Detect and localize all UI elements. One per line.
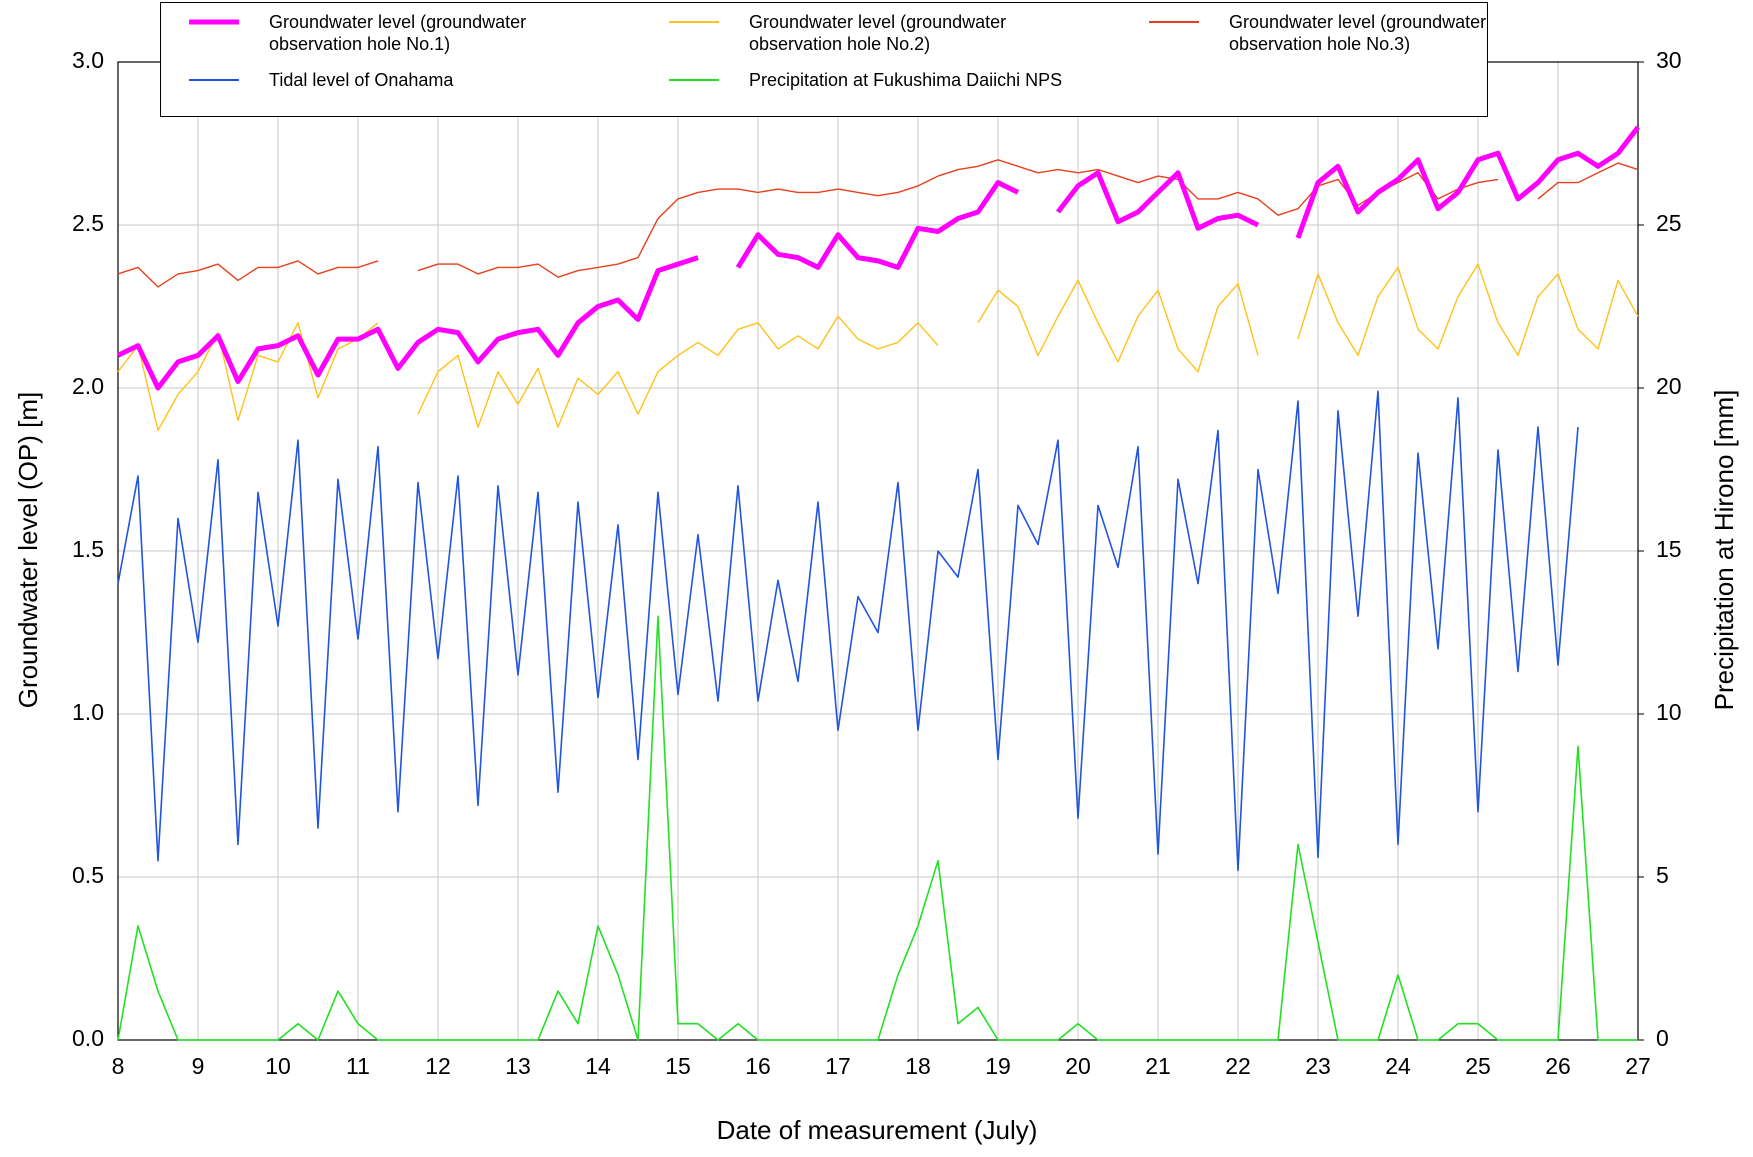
- legend-item: Groundwater level (groundwater observati…: [669, 11, 1149, 69]
- x-tick-label: 23: [1305, 1053, 1331, 1079]
- x-tick-label: 26: [1545, 1053, 1571, 1079]
- x-tick-label: 15: [665, 1053, 691, 1079]
- x-axis-title: Date of measurement (July): [717, 1115, 1038, 1145]
- legend-item: Groundwater level (groundwater observati…: [189, 11, 669, 69]
- y2-tick-label: 25: [1656, 210, 1682, 236]
- y-tick-label: 2.5: [72, 210, 104, 236]
- x-tick-label: 11: [346, 1053, 370, 1079]
- x-tick-label: 13: [505, 1053, 531, 1079]
- x-tick-label: 20: [1065, 1053, 1091, 1079]
- y-axis-title: Groundwater level (OP) [m]: [13, 392, 43, 708]
- legend-swatch: [189, 11, 239, 33]
- y-tick-label: 2.0: [72, 373, 104, 399]
- legend-swatch: [669, 11, 719, 33]
- y-tick-label: 3.0: [72, 47, 104, 73]
- x-tick-label: 17: [825, 1053, 851, 1079]
- x-tick-label: 19: [985, 1053, 1011, 1079]
- y-tick-label: 1.5: [72, 536, 104, 562]
- legend: Groundwater level (groundwater observati…: [160, 2, 1488, 117]
- series-line: [117, 159, 1639, 288]
- y2-tick-label: 30: [1656, 47, 1682, 73]
- series-line: [116, 125, 1640, 391]
- legend-line: [669, 79, 719, 81]
- x-tick-label: 10: [265, 1053, 291, 1079]
- legend-line: [669, 21, 719, 23]
- x-tick-label: 12: [425, 1053, 451, 1079]
- y2-tick-label: 5: [1656, 862, 1669, 888]
- legend-item: Precipitation at Fukushima Daiichi NPS: [669, 69, 1149, 109]
- legend-item: Groundwater level (groundwater observati…: [1149, 11, 1509, 69]
- legend-label: Precipitation at Fukushima Daiichi NPS: [749, 70, 1063, 90]
- legend-label: Tidal level of Onahama: [269, 70, 454, 90]
- y-tick-label: 0.5: [72, 862, 104, 888]
- legend-item: Tidal level of Onahama: [189, 69, 669, 109]
- legend-line: [189, 19, 239, 25]
- y-tick-label: 1.0: [72, 699, 104, 725]
- y2-tick-label: 15: [1656, 536, 1682, 562]
- series-line: [117, 615, 1638, 1041]
- y2-tick-label: 20: [1656, 373, 1682, 399]
- x-tick-label: 27: [1625, 1053, 1651, 1079]
- legend-swatch: [1149, 11, 1199, 33]
- y-tick-label: 0.0: [72, 1025, 104, 1051]
- legend-swatch: [189, 69, 239, 91]
- x-tick-label: 16: [745, 1053, 771, 1079]
- legend-label: Groundwater level (groundwater observati…: [1229, 12, 1487, 54]
- y2-axis-title: Precipitation at Hirono [mm]: [1709, 390, 1739, 711]
- x-tick-label: 25: [1465, 1053, 1491, 1079]
- x-tick-label: 14: [585, 1053, 611, 1079]
- x-tick-label: 8: [112, 1053, 125, 1079]
- legend-label: Groundwater level (groundwater observati…: [749, 12, 1007, 54]
- x-tick-label: 18: [905, 1053, 931, 1079]
- series-line: [117, 390, 1579, 872]
- y2-tick-label: 10: [1656, 699, 1682, 725]
- series-line: [117, 263, 1639, 432]
- x-tick-label: 24: [1385, 1053, 1411, 1079]
- x-tick-label: 9: [192, 1053, 205, 1079]
- x-tick-label: 22: [1225, 1053, 1251, 1079]
- y2-tick-label: 0: [1656, 1025, 1669, 1051]
- legend-line: [1149, 21, 1199, 23]
- legend-label: Groundwater level (groundwater observati…: [269, 12, 527, 54]
- x-tick-label: 21: [1145, 1053, 1171, 1079]
- legend-line: [189, 79, 239, 81]
- legend-swatch: [669, 69, 719, 91]
